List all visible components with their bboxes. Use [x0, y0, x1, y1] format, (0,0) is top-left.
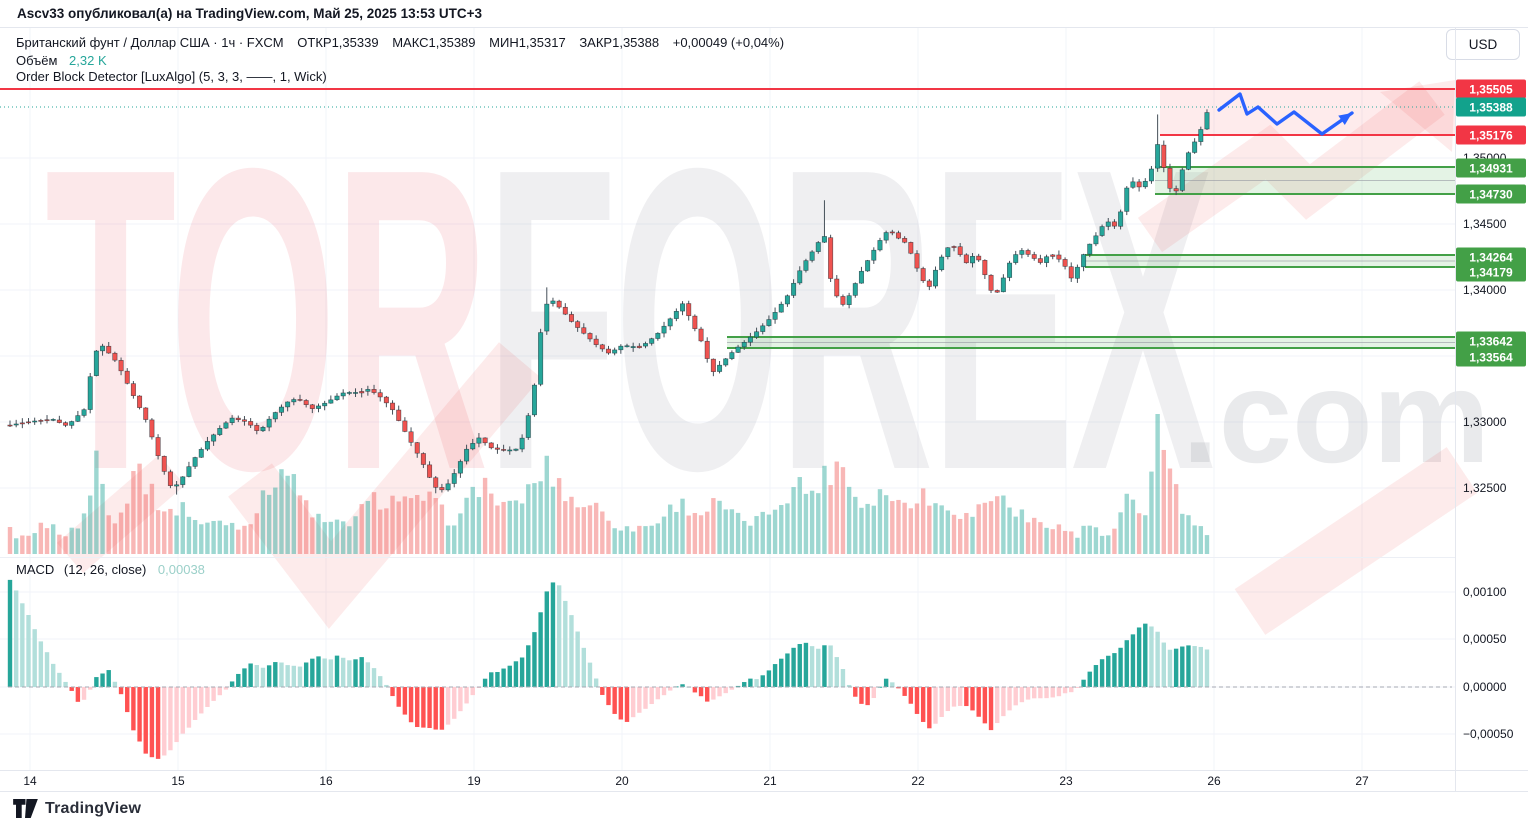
time-axis-label: 15 [171, 774, 185, 788]
forecast-arrow-annotation[interactable] [1217, 92, 1354, 136]
time-axis-label: 21 [763, 774, 777, 788]
svg-text:.com: .com [1182, 343, 1490, 490]
time-axis-label: 20 [615, 774, 629, 788]
price-level-badge: 1,35176 [1456, 125, 1526, 145]
low-label: МИН [489, 35, 519, 50]
macd-tick-label: −0,00050 [1463, 727, 1514, 741]
price-level-badge: 1,35388 [1456, 97, 1526, 117]
volume-value: 2,32 K [69, 53, 107, 68]
low-value: 1,35317 [518, 35, 566, 50]
price-level-badge: 1,34931 [1456, 158, 1526, 178]
price-level-badge: 1,33564 [1456, 347, 1526, 367]
tradingview-link[interactable]: TradingView [13, 799, 141, 818]
macd-value: 0,00038 [157, 562, 205, 577]
demand-zone-3 [727, 336, 1455, 349]
close-label: ЗАКР [579, 35, 613, 50]
time-axis-divider [0, 770, 1528, 771]
tradingview-logo-icon [13, 799, 38, 818]
currency-button[interactable]: USD [1446, 29, 1520, 60]
indicator-legend[interactable]: Order Block Detector [LuxAlgo] (5, 3, 3,… [16, 69, 327, 84]
change-value: +0,00049 (+0,04%) [672, 35, 785, 50]
volume-legend[interactable]: Объём 2,32 K [16, 53, 107, 68]
time-axis-label: 23 [1059, 774, 1073, 788]
price-level-badge: 1,35505 [1456, 79, 1526, 99]
tradingview-brand-text: TradingView [45, 799, 142, 817]
indicator-title: Order Block Detector [LuxAlgo] (5, 3, 3,… [16, 69, 327, 84]
time-axis-label: 19 [467, 774, 481, 788]
macd-tick-label: 0,00100 [1463, 585, 1507, 599]
price-tick-label: 1,32500 [1463, 481, 1507, 495]
macd-legend[interactable]: MACD (12, 26, close) 0,00038 [16, 562, 205, 577]
svg-text:TORFOREX: TORFOREX [45, 80, 1216, 561]
time-axis-label: 14 [23, 774, 37, 788]
open-label: ОТКР [297, 35, 332, 50]
time-axis-label: 16 [319, 774, 333, 788]
high-label: МАКС [392, 35, 429, 50]
footer-divider [0, 791, 1528, 792]
price-tick-label: 1,34000 [1463, 283, 1507, 297]
price-tick-label: 1,33000 [1463, 415, 1507, 429]
watermark: TORFOREX.com [45, 80, 1490, 635]
demand-zone-1 [1155, 166, 1455, 195]
time-axis-label: 27 [1355, 774, 1369, 788]
price-level-badge: 1,34179 [1456, 262, 1526, 282]
macd-pane [7, 579, 1210, 759]
attribution-text: Ascv33 опубликовал(а) на TradingView.com… [17, 6, 482, 21]
supply-zone [1160, 88, 1455, 136]
demand-zone-2 [1085, 254, 1455, 268]
macd-title: MACD [16, 562, 55, 577]
header-divider [0, 27, 1528, 28]
time-axis-label: 22 [911, 774, 925, 788]
price-tick-label: 1,34500 [1463, 217, 1507, 231]
price-level-badge: 1,34264 [1456, 247, 1526, 267]
pane-divider [0, 557, 1455, 558]
price-level-badge: 1,34730 [1456, 184, 1526, 204]
symbol-legend[interactable]: Британский фунт / Доллар США · 1ч · FXCM… [16, 35, 784, 50]
close-value: 1,35388 [612, 35, 660, 50]
time-axis-label: 26 [1207, 774, 1221, 788]
volume-pane [7, 414, 1210, 554]
macd-tick-label: 0,00050 [1463, 632, 1507, 646]
volume-label: Объём [16, 53, 58, 68]
high-value: 1,35389 [428, 35, 476, 50]
candles [7, 109, 1210, 495]
macd-params: (12, 26, close) [63, 562, 147, 577]
macd-tick-label: 0,00000 [1463, 680, 1507, 694]
price-axis[interactable]: 1,350001,345001,340001,330001,325000,001… [1456, 28, 1526, 791]
open-value: 1,35339 [331, 35, 379, 50]
axis-divider [1455, 28, 1456, 791]
price-level-badge: 1,33642 [1456, 331, 1526, 351]
symbol-title: Британский фунт / Доллар США · 1ч · FXCM [16, 35, 284, 50]
